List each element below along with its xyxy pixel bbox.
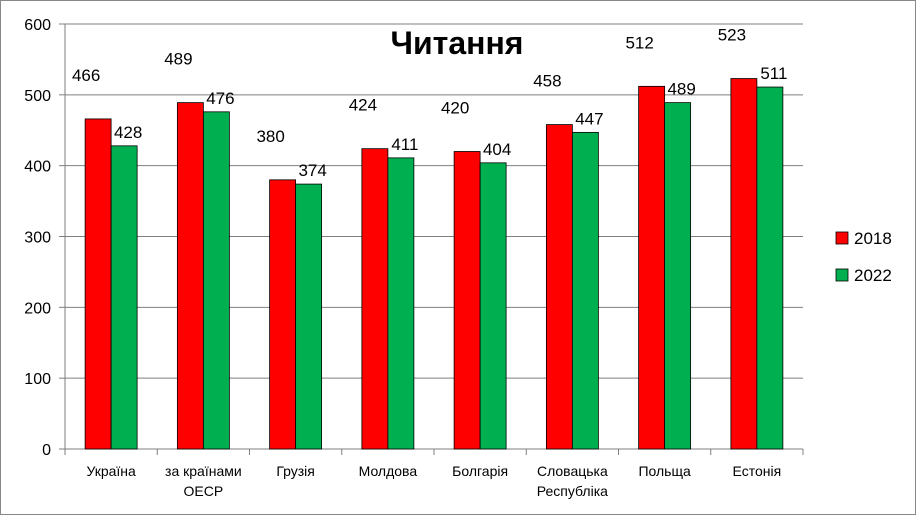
x-tick-label: Болгарія	[452, 463, 508, 479]
x-tick-label: Молдова	[359, 463, 418, 479]
data-label-2022: 511	[760, 64, 787, 83]
data-label-2022: 428	[114, 123, 142, 142]
y-tick-label: 200	[24, 300, 51, 317]
bar-2022	[202, 111, 230, 450]
data-label-2022: 404	[483, 140, 511, 159]
y-tick-label: 0	[42, 442, 51, 459]
y-tick-label: 600	[24, 17, 51, 34]
data-label-2022: 476	[206, 89, 234, 108]
data-label-2018: 466	[72, 66, 100, 85]
data-label-2018: 420	[441, 99, 469, 118]
y-tick-label: 100	[24, 371, 51, 388]
bar-2022	[110, 145, 138, 450]
chart-title: Читання	[391, 25, 524, 61]
data-label-2018: 380	[256, 127, 284, 146]
bar-2022	[295, 183, 323, 450]
y-tick-label: 300	[24, 230, 51, 247]
data-label-2022: 447	[575, 109, 603, 128]
y-tick-label: 400	[24, 159, 51, 176]
x-tick-label: Словацька Республіка	[537, 463, 608, 499]
legend-swatch-2018	[835, 231, 849, 245]
bar-2022	[479, 162, 507, 450]
data-label-2022: 489	[667, 80, 695, 99]
bar-2022	[571, 131, 599, 450]
data-label-2022: 411	[391, 135, 418, 154]
legend-label-2018: 2018	[854, 229, 892, 248]
legend-swatch-2022	[835, 268, 849, 282]
legend-label-2022: 2022	[854, 266, 892, 285]
x-tick-label: Естонія	[733, 463, 782, 479]
x-tick-label: Польща	[638, 463, 691, 479]
y-tick-label: 500	[24, 88, 51, 105]
bar-2018	[453, 151, 481, 450]
data-label-2018: 523	[718, 26, 746, 45]
bar-2018	[545, 124, 573, 450]
bar-2018	[84, 118, 112, 450]
data-label-2022: 374	[298, 161, 326, 180]
bar-2018	[730, 78, 758, 450]
x-tick-label: Грузія	[276, 463, 315, 479]
data-label-2018: 424	[349, 96, 377, 115]
data-label-2018: 458	[533, 72, 561, 91]
bar-2018	[361, 148, 389, 450]
bar-2018	[269, 179, 297, 450]
bar-2018	[638, 85, 666, 450]
data-label-2018: 512	[625, 33, 653, 52]
bar-2022	[387, 157, 415, 450]
bar-2018	[176, 102, 204, 450]
bar-2022	[756, 86, 784, 450]
data-label-2018: 489	[164, 50, 192, 69]
bar-2022	[664, 102, 692, 450]
x-tick-label: за країнами ОЕСР	[165, 463, 242, 499]
x-tick-label: Україна	[86, 463, 136, 479]
